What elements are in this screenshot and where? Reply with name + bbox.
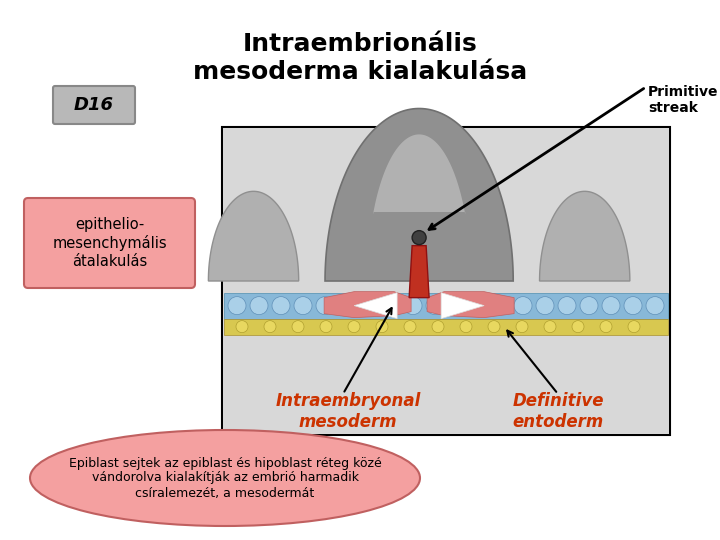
- Circle shape: [470, 296, 488, 315]
- Polygon shape: [324, 292, 411, 318]
- Circle shape: [580, 296, 598, 315]
- Polygon shape: [441, 293, 484, 319]
- Circle shape: [516, 321, 528, 333]
- Circle shape: [600, 321, 612, 333]
- Circle shape: [382, 296, 400, 315]
- Circle shape: [320, 321, 332, 333]
- Circle shape: [236, 321, 248, 333]
- Circle shape: [544, 321, 556, 333]
- Circle shape: [360, 296, 378, 315]
- Polygon shape: [373, 134, 465, 214]
- Circle shape: [412, 231, 426, 245]
- Circle shape: [536, 296, 554, 315]
- Text: Primitive
streak: Primitive streak: [648, 85, 719, 115]
- Circle shape: [294, 296, 312, 315]
- Circle shape: [514, 296, 532, 315]
- Circle shape: [624, 296, 642, 315]
- Text: Epiblast sejtek az epiblast és hipoblast réteg közé
vándorolva kialakítják az em: Epiblast sejtek az epiblast és hipoblast…: [68, 456, 382, 500]
- Polygon shape: [208, 191, 299, 281]
- Circle shape: [488, 321, 500, 333]
- Text: epithelio-
mesenchymális
átalakulás: epithelio- mesenchymális átalakulás: [53, 218, 167, 268]
- Circle shape: [646, 296, 664, 315]
- Circle shape: [492, 296, 510, 315]
- Circle shape: [376, 321, 388, 333]
- Circle shape: [228, 296, 246, 315]
- Circle shape: [572, 321, 584, 333]
- Bar: [223, 128, 669, 434]
- Circle shape: [272, 296, 290, 315]
- Circle shape: [602, 296, 620, 315]
- Circle shape: [250, 296, 268, 315]
- Circle shape: [292, 321, 304, 333]
- Polygon shape: [354, 293, 397, 319]
- Circle shape: [348, 321, 360, 333]
- Polygon shape: [409, 246, 429, 298]
- Circle shape: [558, 296, 576, 315]
- Bar: [222, 127, 670, 435]
- Circle shape: [338, 296, 356, 315]
- Text: Definitive
entoderm: Definitive entoderm: [512, 392, 604, 431]
- Circle shape: [404, 296, 422, 315]
- Circle shape: [628, 321, 640, 333]
- FancyBboxPatch shape: [53, 86, 135, 124]
- Text: Intraembrionális
mesoderma kialakulása: Intraembrionális mesoderma kialakulása: [193, 32, 527, 84]
- Text: Intraembryonal
mesoderm: Intraembryonal mesoderm: [275, 392, 420, 431]
- Circle shape: [448, 296, 466, 315]
- Ellipse shape: [30, 430, 420, 526]
- Polygon shape: [539, 191, 630, 281]
- Bar: [224, 293, 668, 319]
- Bar: [224, 319, 668, 335]
- Polygon shape: [427, 292, 514, 318]
- Circle shape: [432, 321, 444, 333]
- Circle shape: [426, 296, 444, 315]
- Text: D16: D16: [74, 96, 114, 114]
- FancyBboxPatch shape: [24, 198, 195, 288]
- Circle shape: [316, 296, 334, 315]
- Circle shape: [460, 321, 472, 333]
- Circle shape: [404, 321, 416, 333]
- Circle shape: [264, 321, 276, 333]
- Polygon shape: [325, 109, 513, 281]
